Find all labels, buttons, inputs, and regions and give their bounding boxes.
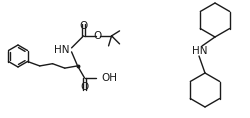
Text: HN: HN — [54, 45, 70, 55]
Text: HN: HN — [192, 46, 208, 56]
Text: O: O — [94, 31, 102, 41]
Text: O: O — [80, 21, 88, 31]
Text: O: O — [80, 82, 89, 92]
Text: OH: OH — [102, 73, 117, 83]
